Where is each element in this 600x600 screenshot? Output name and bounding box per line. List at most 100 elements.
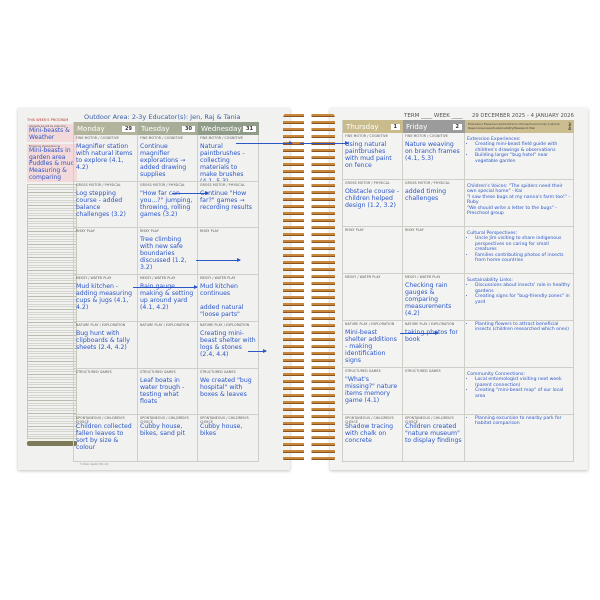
arrow [172, 191, 209, 195]
handwritten-note: Mud kitchen - adding measuring cups & ju… [76, 283, 133, 312]
plan-cell: Messy / Water play Mud kitchen continues … [198, 275, 259, 322]
plan-cell: Gross motor / Physical Log stepping cours… [74, 181, 138, 229]
activity-category: Messy / Water play [140, 276, 176, 281]
extension-item: Discussions about insects' role in healt… [475, 283, 571, 294]
plan-cell: Nature play / Exploration Bug hunt with c… [74, 321, 138, 369]
extension-header-label: Extension Experiences/Children's Voices/… [468, 122, 560, 130]
plan-cell: Risky play [198, 228, 259, 276]
right-page [330, 108, 588, 470]
handwritten-note: Bug hunt with clipboards & tally sheets … [76, 329, 130, 351]
day-header-monday: Monday 29 [74, 122, 138, 135]
extension-note: Planting flowers to attract beneficial i… [465, 321, 574, 368]
emerging-value: Mini-beasts in garden area Puddles & mud… [29, 147, 75, 181]
handwritten-note: We created "bug hospital" with boxes & l… [200, 376, 252, 398]
term-label: TERM [404, 113, 420, 119]
extension-item: Creating mini-beast field guide with chi… [475, 142, 571, 153]
activity-category: Gross motor / Physical [140, 182, 185, 187]
plan-cell: Spontaneous / Children's choice Children … [74, 415, 138, 462]
activity-category: Spontaneous / Children's choice [200, 416, 249, 425]
interests-box: Interests we will be exploring Mini-beas… [27, 124, 77, 143]
plan-cell: Nature play / Exploration taking photos f… [403, 321, 465, 368]
activity-category: Structured games [345, 369, 381, 373]
day-date: 1 [390, 123, 400, 130]
activity-category: Fine motor / Cognitive [345, 134, 389, 138]
plan-cell: Nature play / Exploration [138, 321, 198, 369]
day-name: Thursday [346, 122, 379, 131]
activity-category: Gross motor / Physical [200, 182, 245, 187]
handwritten-note: Rain gauge making & setting up around ya… [140, 283, 194, 312]
plan-cell: Nature play / Exploration Mini-beast shel… [343, 321, 403, 368]
plan-cell: Gross motor / Physical Obstacle course - … [343, 180, 403, 227]
activity-category: Fine motor / Cognitive [200, 136, 244, 140]
plan-cell: Risky play [343, 227, 403, 274]
plan-cell: Fine motor / Cognitive Nature weaving on … [403, 133, 465, 180]
plan-cell: Fine motor / Cognitive Natural paintbrush… [198, 135, 259, 182]
plan-cell: Messy / Water play [343, 274, 403, 321]
day-name: Friday [406, 122, 428, 131]
emerging-label: Emerging ideas/planning [29, 145, 61, 149]
handwritten-note: Nature weaving on branch frames (4.1, 5.… [405, 141, 460, 162]
arrow [133, 285, 198, 289]
extension-note: Children's Voices: "The spiders need the… [465, 180, 574, 227]
weekly-program-sidebar: THIS WEEK'S PROGRAM Interests we will be… [27, 118, 77, 447]
plan-cell: Spontaneous / Children's choice Cubby hou… [138, 415, 198, 462]
activity-category: Risky play [140, 229, 159, 234]
activity-category: Gross motor / Physical [345, 181, 390, 185]
handwritten-note: Checking rain gauges & comparing measure… [405, 282, 452, 317]
activity-category: Risky play [76, 229, 95, 234]
extension-list: Creating mini-beast field guide with chi… [467, 142, 571, 164]
plan-cell: Gross motor / Physical Continue "How far?… [198, 181, 259, 229]
plan-cell: Spontaneous / Children's choice Shadow tr… [343, 415, 403, 462]
interests-label: Interests we will be exploring [29, 125, 66, 128]
handwritten-note: Leaf boats in water trough - testing wha… [140, 376, 185, 405]
activity-category: Structured games [76, 369, 112, 374]
handwritten-note: Children created "nature museum" to disp… [405, 423, 462, 444]
activity-category: Risky play [200, 229, 219, 234]
handwritten-note: Continue "How far?" games → recording re… [200, 189, 253, 211]
extension-note: Cultural Perspectives:Uncle Jim visiting… [465, 227, 574, 274]
activity-category: Risky play [345, 228, 364, 232]
extension-item: Families contributing photos of insects … [475, 253, 571, 264]
extension-header: Extension Experiences/Children's Voices/… [465, 120, 574, 133]
day-header-tuesday: Tuesday 30 [138, 122, 198, 135]
arrow [248, 349, 267, 353]
extension-title: Community Connections: [467, 372, 525, 377]
extension-item: Uncle Jim visiting to share indigenous p… [475, 236, 571, 252]
handwritten-note: Children collected fallen leaves to sort… [76, 423, 132, 452]
weekend-date: 4 [568, 125, 571, 131]
plan-cell: Nature play / Exploration Creating mini-b… [198, 321, 259, 369]
extension-list: Uncle Jim visiting to share indigenous p… [467, 236, 571, 263]
plan-cell: Messy / Water play Checking rain gauges &… [403, 274, 465, 321]
handwritten-note: Creating mini-beast shelter with logs & … [200, 329, 256, 358]
extension-list: Planning excursion to nearby park for ha… [467, 416, 571, 427]
plan-cell: Fine motor / Cognitive Magnifier station … [74, 135, 138, 182]
day-name: Wednesday [201, 124, 242, 133]
arrow [400, 331, 439, 335]
handwritten-note: Mini-beast shelter additions - making id… [345, 329, 397, 364]
plan-cell: Fine motor / Cognitive Using natural pain… [343, 133, 403, 180]
activity-category: Spontaneous / Children's choice [345, 416, 394, 424]
handwritten-note: Log stepping course - added balance chal… [76, 189, 126, 218]
plan-cell: Spontaneous / Children's choice Cubby hou… [198, 415, 259, 462]
term-week: TERM ____ WEEK ____ [404, 113, 463, 119]
day-date: 31 [243, 125, 256, 132]
plan-cell: Risky play Tree climbing with new safe bo… [138, 228, 198, 276]
day-name: Monday [77, 124, 105, 133]
plan-cell: Gross motor / Physical added timing chall… [403, 180, 465, 227]
week-label: WEEK [433, 113, 450, 119]
day-date: 2 [452, 123, 462, 130]
eylf-outcomes-checklist [27, 184, 77, 440]
plan-cell: Spontaneous / Children's choice Children … [403, 415, 465, 462]
extension-note: Community Connections:Local entomologist… [465, 368, 574, 415]
day-date: 30 [182, 125, 195, 132]
extension-item: Planning excursion to nearby park for ha… [475, 416, 571, 427]
extension-note: Extension Experiences:Creating mini-beas… [465, 133, 574, 180]
plan-cell: Messy / Water play Mud kitchen - adding m… [74, 275, 138, 322]
plan-cell: Gross motor / Physical "How far can you..… [138, 181, 198, 229]
extension-item: Planting flowers to attract beneficial i… [475, 322, 571, 333]
handwritten-note: added timing challenges [405, 188, 447, 202]
arrow [196, 258, 241, 262]
extension-item: Creating signs for "bug-friendly zones" … [475, 294, 571, 305]
day-name: Tuesday [141, 124, 170, 133]
handwritten-note: Mud kitchen continues added natural "loo… [200, 283, 244, 319]
